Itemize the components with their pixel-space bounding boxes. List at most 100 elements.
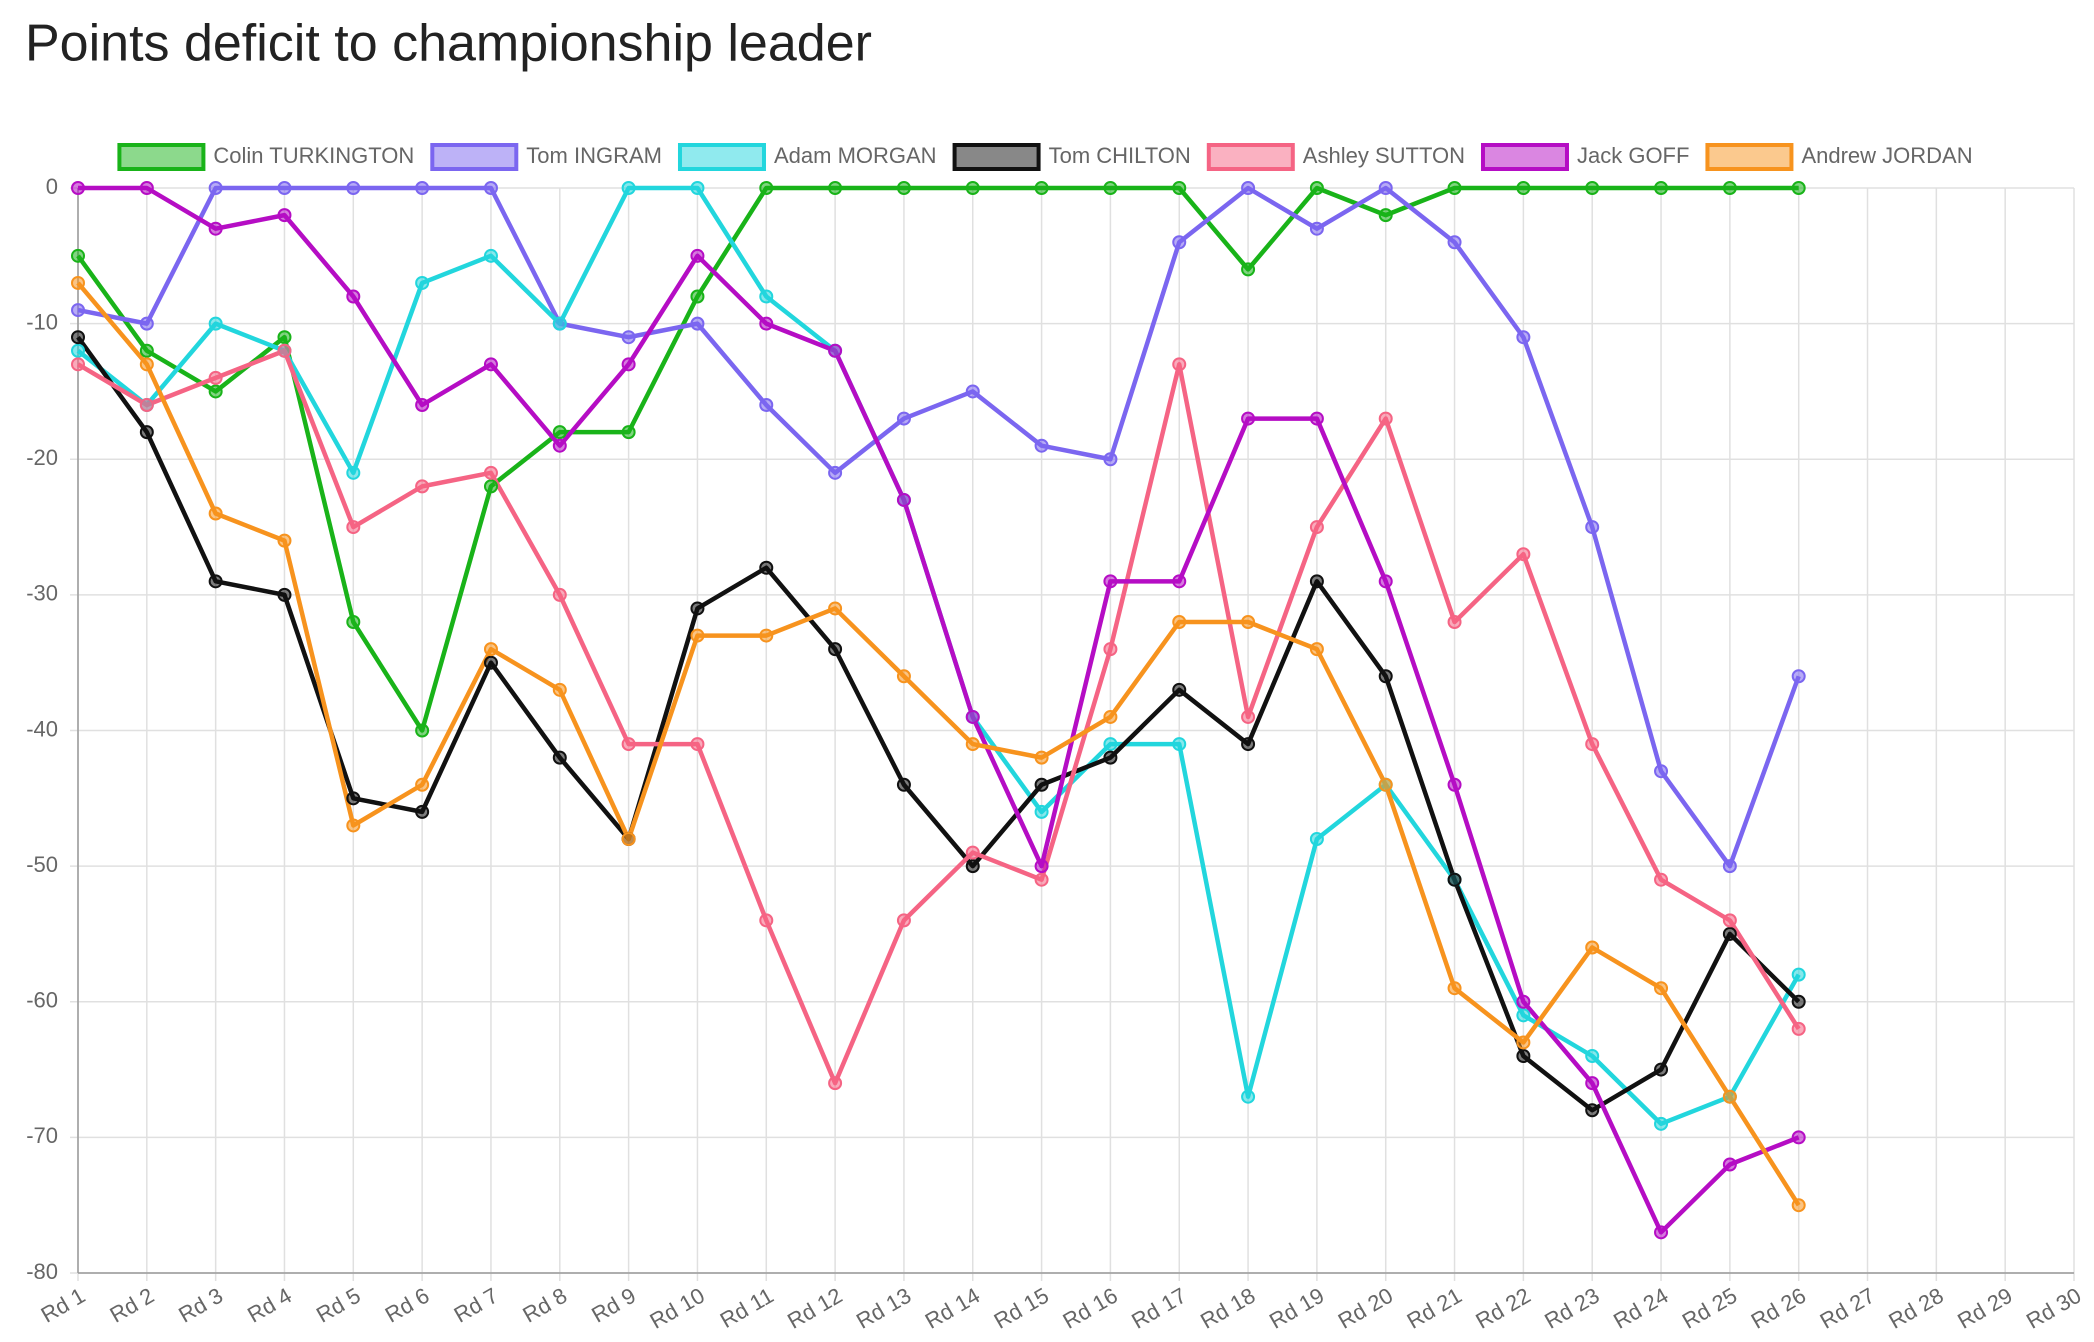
data-point [828, 1076, 843, 1091]
data-point [1654, 1116, 1669, 1131]
data-point [139, 425, 154, 440]
x-tick-label: Rd 19 [1265, 1283, 1328, 1334]
data-point [1103, 452, 1118, 467]
x-tick-label: Rd 13 [852, 1283, 915, 1334]
data-point [71, 248, 85, 263]
data-point [1722, 1157, 1737, 1172]
data-point [1378, 669, 1393, 684]
data-point [1309, 221, 1324, 236]
data-point [828, 343, 843, 358]
data-point [828, 181, 843, 195]
data-point [896, 492, 911, 507]
data-point [346, 465, 361, 480]
data-point [759, 289, 774, 304]
data-point [759, 398, 774, 412]
data-point [690, 248, 705, 263]
legend-swatch [1480, 143, 1569, 171]
series-line [78, 185, 1800, 1235]
data-point [1654, 981, 1669, 996]
data-point [1103, 642, 1118, 657]
data-point [415, 723, 430, 738]
data-point [415, 398, 430, 412]
data-point [1034, 777, 1049, 792]
data-point [1585, 520, 1600, 535]
data-point [621, 832, 636, 846]
data-point [1585, 1103, 1600, 1118]
legend-swatch [952, 143, 1041, 171]
series-line [76, 335, 1801, 1113]
y-tick-label: 0 [46, 174, 58, 199]
x-tick-label: Rd 7 [450, 1283, 503, 1328]
data-point [690, 316, 705, 331]
data-point [415, 275, 430, 290]
data-point [1172, 181, 1187, 195]
data-point [1309, 574, 1324, 589]
data-point [552, 682, 567, 697]
data-point [1172, 357, 1187, 372]
data-point [1585, 737, 1600, 752]
x-tick-label: Rd 14 [921, 1283, 984, 1334]
data-point [1309, 181, 1324, 195]
x-tick-label: Rd 16 [1058, 1283, 1121, 1334]
data-point [1378, 411, 1393, 426]
series-line [76, 185, 1801, 1127]
x-tick-label: Rd 3 [174, 1283, 227, 1328]
data-point [896, 181, 911, 195]
data-point [483, 357, 498, 372]
y-tick-label: -50 [26, 852, 58, 877]
data-point [483, 248, 498, 263]
x-tick-label: Rd 5 [312, 1283, 365, 1328]
data-point [621, 357, 636, 372]
data-point [1791, 994, 1806, 1009]
data-point [415, 479, 430, 494]
data-point [1309, 832, 1324, 846]
x-tick-label: Rd 11 [716, 1283, 778, 1333]
data-point [277, 208, 292, 223]
data-point [208, 316, 223, 331]
data-point [896, 669, 911, 684]
data-point [1585, 1076, 1600, 1091]
data-point [759, 560, 774, 575]
x-tick-label: Rd 9 [587, 1283, 640, 1328]
data-point [1103, 181, 1118, 195]
data-point [1447, 235, 1462, 250]
data-point [552, 750, 567, 765]
legend-label: Ashley SUTTON [1303, 143, 1465, 168]
data-point [1585, 940, 1600, 955]
data-point [1241, 262, 1256, 277]
x-tick-label: Rd 24 [1609, 1283, 1672, 1334]
data-point [139, 398, 154, 412]
data-point [1378, 574, 1393, 589]
data-point [346, 818, 361, 833]
data-point [1034, 859, 1049, 874]
y-tick-label: -60 [26, 988, 58, 1013]
data-point [1378, 208, 1393, 223]
data-point [1034, 750, 1049, 765]
x-tick-label: Rd 12 [783, 1283, 846, 1334]
data-point [139, 316, 154, 331]
data-point [1103, 737, 1118, 752]
data-point [1172, 737, 1187, 752]
data-point [965, 181, 980, 195]
y-tick-label: -40 [26, 716, 58, 741]
data-point [759, 316, 774, 331]
data-point [346, 615, 361, 629]
data-point [1309, 520, 1324, 535]
y-tick-label: -20 [26, 445, 58, 470]
x-tick-label: Rd 18 [1196, 1283, 1259, 1334]
data-point [71, 357, 85, 372]
data-point [1654, 872, 1669, 887]
data-point [1034, 804, 1049, 819]
x-tick-label: Rd 26 [1747, 1283, 1810, 1334]
data-point [277, 181, 292, 195]
data-point [1791, 1198, 1806, 1213]
data-point [1172, 235, 1187, 250]
legend-label: Colin TURKINGTON [213, 143, 414, 168]
x-tick-label: Rd 20 [1334, 1283, 1397, 1334]
x-tick-label: Rd 10 [646, 1283, 709, 1334]
data-point [1654, 1225, 1669, 1240]
data-point [828, 642, 843, 657]
data-point [1447, 872, 1462, 887]
data-point [1378, 181, 1393, 195]
legend-label: Andrew JORDAN [1801, 143, 1972, 168]
